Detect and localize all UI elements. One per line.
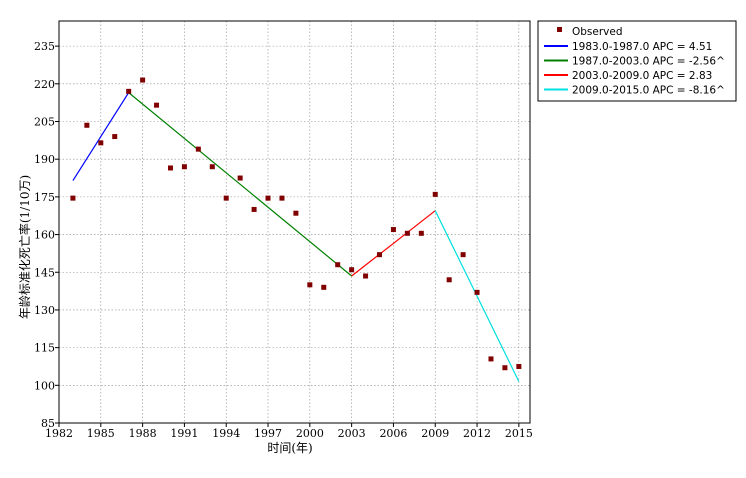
observed-point [321, 284, 327, 290]
observed-point [223, 195, 229, 201]
trend-segment [72, 92, 130, 181]
x-tick-label: 2000 [296, 427, 324, 440]
observed-point [293, 210, 299, 216]
observed-point [460, 252, 466, 258]
y-tick-label: 85 [41, 417, 55, 430]
y-tick-label: 175 [34, 191, 55, 204]
plot-area [58, 20, 531, 424]
observed-point [377, 252, 383, 258]
x-tick-label: 1991 [170, 427, 198, 440]
grid [58, 21, 530, 424]
legend-marker-observed [557, 27, 562, 32]
x-tick-label: 1985 [87, 427, 115, 440]
y-tick-label: 115 [34, 342, 55, 355]
observed-point [335, 262, 341, 268]
observed-point [404, 230, 410, 236]
observed-point [126, 88, 132, 94]
y-tick-label: 160 [34, 229, 55, 242]
observed-point [154, 102, 160, 108]
observed-points [70, 77, 522, 371]
trend-segment [128, 92, 353, 277]
x-tick-label: 1982 [45, 427, 73, 440]
y-tick-label: 130 [34, 304, 55, 317]
x-tick-label: 2012 [463, 427, 491, 440]
x-tick-label: 2009 [421, 427, 449, 440]
x-tick-label: 1997 [254, 427, 282, 440]
observed-point [418, 230, 424, 236]
y-tick-label: 145 [34, 266, 55, 279]
x-tick-label: 1994 [212, 427, 240, 440]
legend-label-observed: Observed [572, 26, 623, 38]
observed-point [112, 134, 118, 140]
observed-point [516, 363, 522, 369]
observed-point [251, 206, 257, 212]
observed-point [167, 165, 173, 171]
y-tick-label: 190 [34, 153, 55, 166]
observed-point [390, 227, 396, 233]
x-tick-label: 2006 [379, 427, 407, 440]
y-tick-label: 100 [34, 379, 55, 392]
x-axis: 1982 1985 1988 1991 1994 1997 2000 2003 2006 2009… [45, 423, 533, 440]
legend: Observed 1983.0-1987.0 APC = 4.51 1987.0-… [537, 20, 737, 102]
observed-point [488, 356, 494, 362]
observed-point [181, 164, 187, 170]
trend-segment [434, 210, 520, 382]
observed-point [502, 365, 508, 371]
trend-segment [351, 210, 436, 277]
observed-point [98, 140, 104, 146]
x-tick-label: 2003 [338, 427, 366, 440]
observed-point [432, 191, 438, 197]
trend-segments [72, 92, 520, 382]
observed-point [349, 267, 355, 273]
observed-point [195, 146, 201, 152]
y-tick-label: 205 [34, 116, 55, 129]
legend-label-segment: 1983.0-1987.0 APC = 4.51 [572, 41, 712, 53]
observed-point [209, 164, 215, 170]
y-tick-label: 235 [34, 40, 55, 53]
observed-point [474, 289, 480, 295]
observed-point [363, 273, 369, 279]
observed-point [237, 175, 243, 181]
observed-point [70, 195, 76, 201]
x-axis-title: 时间(年) [267, 441, 312, 455]
observed-point [140, 77, 146, 83]
observed-point [279, 195, 285, 201]
y-axis: 85 100 115 130 145 160 175 190 205 220 235 [34, 40, 59, 430]
y-tick-label: 220 [34, 78, 55, 91]
legend-label-segment: 2009.0-2015.0 APC = -8.16^ [572, 85, 725, 97]
x-tick-label: 1988 [129, 427, 157, 440]
observed-point [265, 195, 271, 201]
observed-point [446, 277, 452, 283]
legend-box [537, 20, 737, 102]
observed-point [84, 122, 90, 128]
legend-label-segment: 2003.0-2009.0 APC = 2.83 [572, 70, 712, 82]
legend-label-segment: 1987.0-2003.0 APC = -2.56^ [572, 56, 725, 68]
y-axis-title: 年龄标准化死亡率(1/10万) [17, 175, 32, 319]
observed-point [307, 282, 313, 288]
x-tick-label: 2015 [505, 427, 533, 440]
